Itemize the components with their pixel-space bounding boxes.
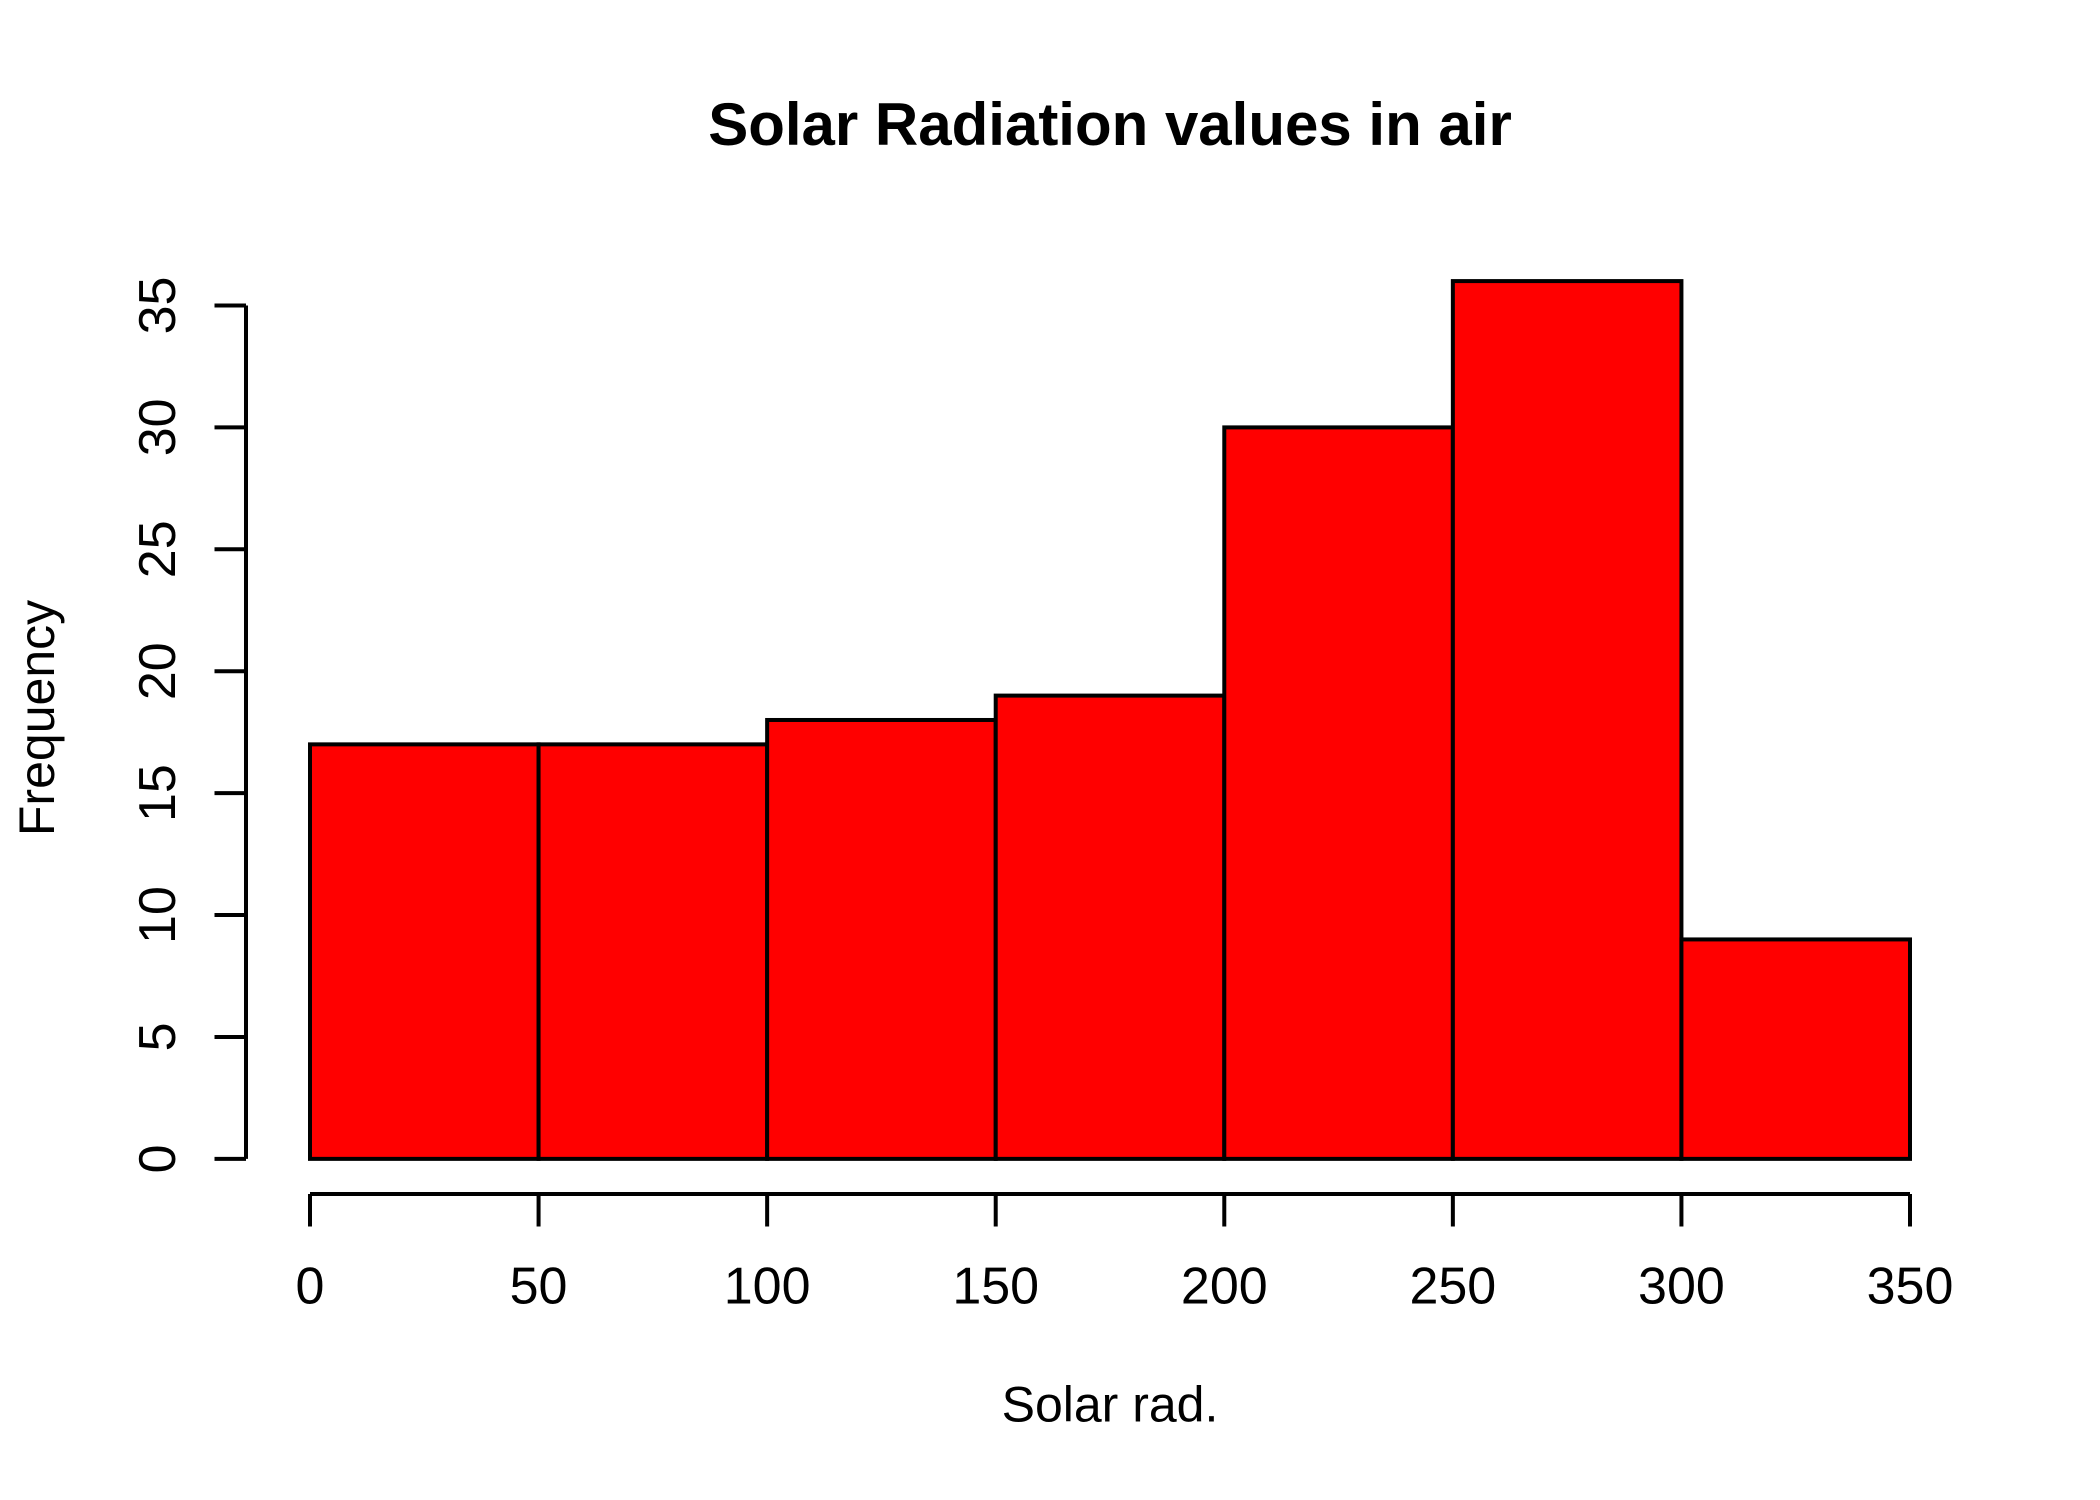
svg-text:0: 0 — [129, 1144, 187, 1173]
svg-text:5: 5 — [129, 1022, 187, 1051]
svg-text:35: 35 — [129, 277, 187, 335]
svg-text:15: 15 — [129, 764, 187, 822]
svg-text:Frequency: Frequency — [9, 600, 65, 836]
svg-text:0: 0 — [296, 1258, 325, 1316]
svg-text:20: 20 — [129, 642, 187, 700]
svg-text:250: 250 — [1409, 1257, 1496, 1315]
svg-text:300: 300 — [1638, 1257, 1725, 1315]
svg-text:50: 50 — [510, 1257, 568, 1315]
svg-text:100: 100 — [724, 1257, 811, 1315]
svg-text:25: 25 — [129, 520, 187, 578]
svg-text:Solar Radiation values in air: Solar Radiation values in air — [708, 91, 1512, 158]
svg-text:350: 350 — [1867, 1257, 1954, 1315]
svg-text:30: 30 — [129, 398, 187, 456]
svg-text:150: 150 — [952, 1257, 1039, 1315]
svg-text:200: 200 — [1181, 1257, 1268, 1315]
svg-text:10: 10 — [129, 886, 187, 944]
svg-text:Solar rad.: Solar rad. — [1002, 1377, 1219, 1433]
